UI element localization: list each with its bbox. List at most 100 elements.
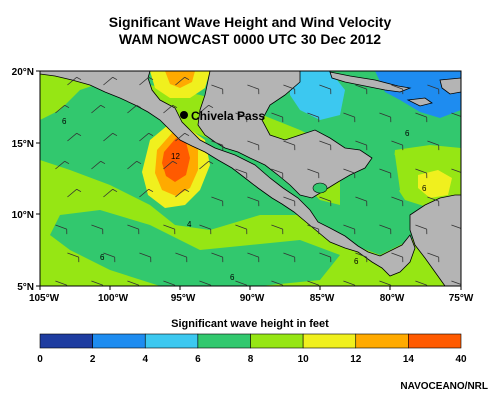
wind-barb: [55, 104, 65, 114]
colorbar-bin: [302, 333, 357, 349]
wind-barb: [283, 140, 295, 146]
contour-label: 6: [422, 184, 427, 193]
wind-barb: [91, 160, 101, 170]
chart-subtitle: WAM NOWCAST 0000 UTC 30 Dec 2012: [118, 31, 382, 47]
wind-barb: [127, 224, 139, 230]
contour-label: 4: [187, 220, 192, 229]
credit-label: NAVOCEANO/NRL: [400, 381, 488, 392]
wind-barb-feather: [172, 160, 178, 165]
wind-barb: [355, 196, 367, 202]
wind-barb: [379, 112, 391, 118]
wind-barb: [103, 252, 115, 258]
wind-barb-feather: [112, 188, 118, 193]
wind-barb: [271, 224, 283, 230]
wind-barb-feather: [172, 104, 178, 109]
wave-zone-caribbean-4-6ft: [375, 71, 461, 118]
wind-barb: [355, 84, 367, 90]
chivela-pass-label: Chivela Pass: [191, 109, 265, 123]
wind-barb-feather: [184, 76, 190, 81]
wind-barb: [391, 252, 403, 258]
wind-barb: [271, 280, 283, 286]
wind-barb: [163, 160, 173, 170]
lon-label-95: 95°W: [171, 293, 196, 304]
lon-label-105: 105°W: [29, 293, 60, 304]
wind-barb: [235, 168, 247, 174]
land-south-america: [409, 194, 461, 286]
wind-barb: [91, 224, 103, 230]
lat-label-15: 15°N: [12, 139, 34, 150]
wind-barb: [247, 140, 259, 146]
wind-barb: [163, 280, 175, 286]
colorbar-bin: [92, 333, 146, 349]
wind-barb: [415, 224, 427, 230]
land-hispaniola: [439, 77, 461, 95]
wind-barb: [91, 280, 103, 286]
wind-barb: [163, 104, 173, 114]
wind-barb: [283, 84, 295, 90]
wind-barb: [235, 224, 247, 230]
wind-barb: [163, 224, 175, 230]
wind-barb: [463, 197, 474, 201]
wind-barb-feather: [76, 188, 82, 193]
wind-barb: [235, 280, 247, 286]
wind-barb-feather: [184, 132, 190, 137]
wind-barb-feather: [208, 104, 214, 109]
wind-barb: [427, 196, 439, 202]
wind-barb: [67, 188, 77, 198]
wind-barb: [415, 168, 427, 174]
wind-barb: [379, 224, 391, 230]
lon-label-100: 100°W: [98, 293, 129, 304]
wind-barb-feather: [100, 160, 106, 165]
wind-barb: [199, 280, 211, 286]
wind-barb: [343, 224, 355, 230]
wind-barb-feather: [100, 104, 106, 109]
wind-barb: [211, 140, 223, 146]
wind-barb-feather: [136, 160, 142, 165]
wind-barb: [199, 160, 209, 170]
lon-label-85: 85°W: [310, 293, 335, 304]
land-jamaica: [406, 97, 433, 107]
wind-barb: [463, 253, 474, 257]
wind-barbs: [55, 76, 474, 286]
wave-zone-gulf-12-14ft: [165, 71, 195, 88]
wind-barb: [307, 168, 319, 174]
wind-barb: [427, 140, 439, 146]
wind-barb: [103, 188, 113, 198]
wind-barb: [355, 252, 367, 258]
colorbar-tick-label: 4: [142, 354, 148, 365]
wind-barb: [343, 280, 355, 286]
wind-barb-feather: [148, 76, 154, 81]
wind-barb-feather: [136, 104, 142, 109]
wind-barb: [391, 140, 403, 146]
wind-barb: [415, 280, 427, 286]
wind-barb: [211, 84, 223, 90]
wind-barb: [391, 196, 403, 202]
wind-barb: [91, 104, 101, 114]
contour-label: 6: [354, 257, 359, 266]
wind-barb: [343, 168, 355, 174]
colorbar-tick-label: 6: [195, 354, 201, 365]
chivela-pass-marker[interactable]: [180, 111, 188, 119]
wind-barb: [55, 160, 65, 170]
wind-barb: [415, 112, 427, 118]
wind-barb: [127, 280, 139, 286]
contour-label: 6: [100, 253, 105, 262]
longitude-axis: 105°W 100°W 95°W 90°W 85°W 80°W 75°W: [29, 286, 474, 304]
wind-barb: [55, 224, 67, 230]
wind-barb: [67, 76, 77, 86]
lake-nicaragua: [312, 182, 328, 194]
wind-barb: [211, 196, 223, 202]
wind-barb-feather: [112, 132, 118, 137]
wind-barb: [175, 188, 185, 198]
wave-zone-8-10ft-west: [40, 235, 140, 286]
wind-barb-feather: [184, 188, 190, 193]
wind-barb: [463, 141, 474, 145]
wind-barb: [343, 112, 355, 118]
wind-barb-feather: [148, 188, 154, 193]
wind-barb: [391, 84, 403, 90]
wind-barb: [199, 104, 209, 114]
colorbar-bin: [197, 333, 251, 349]
wind-barb: [175, 252, 187, 258]
colorbar-tick-label: 10: [298, 354, 310, 365]
